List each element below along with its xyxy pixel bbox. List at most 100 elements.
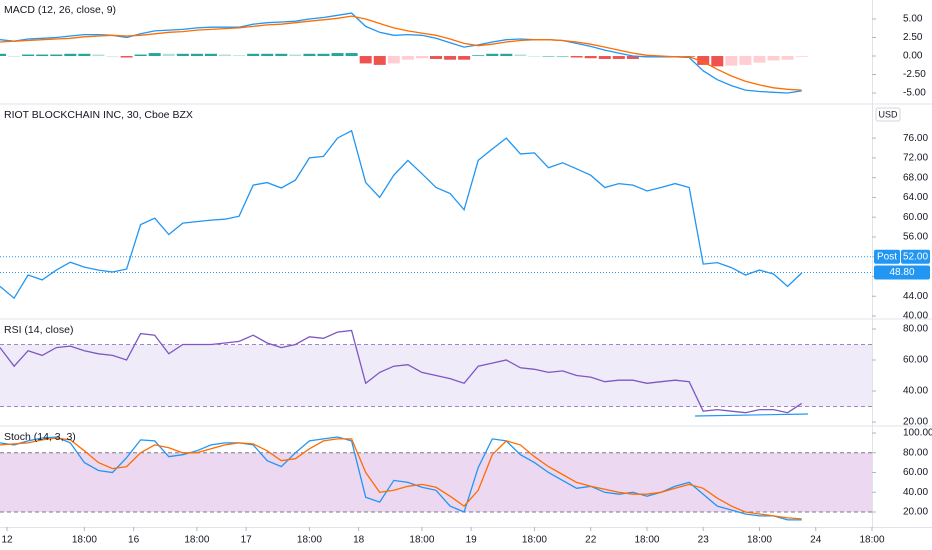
- y-tick-label: -5.00: [903, 88, 926, 99]
- y-tick-label: 60.00: [903, 355, 928, 366]
- histogram-bar: [373, 56, 386, 65]
- x-tick-label: 18:00: [72, 535, 97, 546]
- price-tag: [901, 249, 930, 264]
- y-tick-label: 56.00: [903, 232, 928, 243]
- y-tick-label: 20.00: [903, 507, 928, 518]
- histogram-bar: [92, 54, 105, 57]
- x-tick-label: 18:00: [297, 535, 322, 546]
- x-tick-label: 17: [241, 535, 253, 546]
- histogram-bar: [739, 56, 752, 65]
- histogram-bar: [444, 56, 457, 60]
- histogram-bar: [795, 56, 808, 57]
- histogram-bar: [50, 54, 63, 57]
- y-tick-label: 40.00: [903, 487, 928, 498]
- y-tick-label: 64.00: [903, 192, 928, 203]
- histogram-bar: [289, 54, 302, 57]
- y-tick-label: 80.00: [903, 447, 928, 458]
- y-tick-label: 40.00: [903, 386, 928, 397]
- histogram-bar: [486, 53, 499, 57]
- x-tick-label: 18:00: [184, 535, 209, 546]
- histogram-bar: [162, 53, 175, 57]
- histogram-bar: [0, 53, 6, 57]
- unit-box: [875, 107, 901, 122]
- y-tick-label: 60.00: [903, 212, 928, 223]
- pane-title: RSI (14, close): [4, 324, 73, 336]
- histogram-bar: [22, 54, 35, 57]
- histogram-bar: [767, 56, 780, 61]
- histogram-bar: [430, 56, 442, 59]
- histogram-bar: [725, 56, 738, 66]
- price-tag-label: Post: [877, 251, 897, 262]
- histogram-bar: [711, 56, 724, 67]
- histogram-bar: [275, 53, 288, 57]
- histogram-bar: [8, 56, 21, 57]
- series-line: [0, 15, 802, 91]
- x-tick-label: 18:00: [747, 535, 772, 546]
- histogram-bar: [415, 56, 428, 59]
- histogram-bar: [781, 56, 794, 60]
- histogram-bar: [78, 53, 91, 57]
- y-tick-label: 44.00: [903, 291, 928, 302]
- x-tick-label: 23: [698, 535, 710, 546]
- histogram-bar: [233, 55, 246, 57]
- histogram-bar: [359, 56, 372, 64]
- y-tick-label: 2.50: [903, 32, 923, 43]
- y-tick-label: 80.00: [903, 324, 928, 335]
- histogram-bar: [542, 56, 555, 57]
- histogram-bar: [106, 56, 119, 57]
- y-tick-label: 100.00: [903, 428, 932, 439]
- y-tick-label: 0.00: [903, 51, 923, 62]
- histogram-bar: [148, 53, 161, 57]
- y-tick-label: 5.00: [903, 14, 923, 25]
- histogram-bar: [500, 53, 513, 57]
- y-tick-label: 60.00: [903, 467, 928, 478]
- pane-title: RIOT BLOCKCHAIN INC, 30, Cboe BZX: [4, 109, 193, 121]
- y-tick-label: 72.00: [903, 153, 928, 164]
- series-line: [0, 436, 802, 521]
- series-line: [0, 437, 802, 520]
- histogram-bar: [472, 55, 485, 57]
- y-tick-label: 68.00: [903, 172, 928, 183]
- y-tick-label: 76.00: [903, 133, 928, 144]
- x-tick-label: 18:00: [522, 535, 547, 546]
- x-tick-label: 18:00: [859, 535, 884, 546]
- histogram-bar: [528, 56, 541, 57]
- histogram-bar: [219, 54, 232, 57]
- unit-label: USD: [878, 109, 898, 119]
- histogram-bar: [458, 56, 471, 60]
- histogram-bar: [331, 53, 344, 57]
- histogram-bar: [317, 53, 330, 57]
- histogram-bar: [514, 54, 527, 57]
- histogram-bar: [401, 56, 414, 60]
- histogram-bar: [64, 53, 77, 57]
- y-tick-label: 40.00: [903, 311, 928, 322]
- histogram-bar: [697, 56, 710, 65]
- price-tag: [874, 249, 900, 264]
- x-tick-label: 22: [585, 535, 597, 546]
- histogram-bar: [36, 54, 49, 57]
- pane-title: MACD (12, 26, close, 9): [4, 4, 116, 16]
- histogram-bar: [570, 56, 583, 58]
- pane-title: Stoch (14, 3, 3): [4, 431, 76, 443]
- x-tick-label: 18: [353, 535, 365, 546]
- band: [0, 452, 872, 512]
- histogram-bar: [190, 53, 203, 57]
- histogram-bar: [598, 56, 611, 59]
- x-tick-label: 16: [128, 535, 140, 546]
- x-tick-label: 24: [810, 535, 822, 546]
- x-tick-label: 19: [466, 535, 478, 546]
- histogram-bar: [303, 53, 316, 57]
- x-tick-label: 12: [1, 535, 13, 546]
- histogram-bar: [247, 53, 260, 57]
- histogram-bar: [204, 53, 217, 57]
- histogram-bar: [261, 53, 274, 57]
- histogram-bar: [387, 56, 400, 64]
- histogram-bar: [584, 56, 597, 59]
- histogram-bar: [626, 56, 639, 59]
- y-tick-label: 20.00: [903, 417, 928, 428]
- price-tag-value: 52.00: [903, 251, 928, 262]
- histogram-bar: [134, 54, 147, 57]
- histogram-bar: [345, 53, 358, 57]
